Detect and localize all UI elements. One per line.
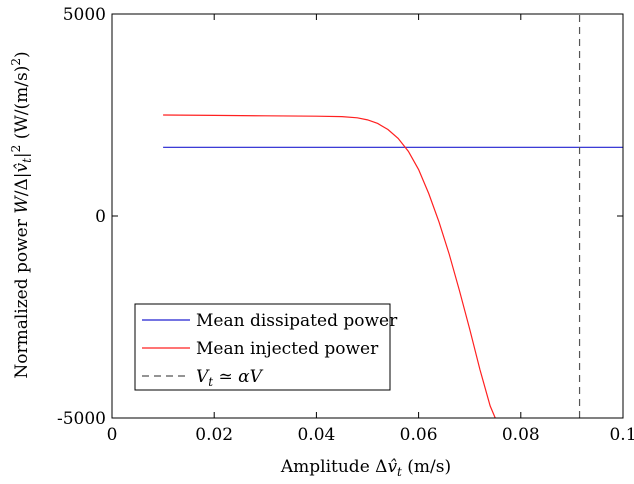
legend-label-dissipated: Mean dissipated power: [196, 311, 398, 331]
x-axis-label: Amplitude Δv̂t (m/s): [280, 457, 451, 479]
y-tick-label: 5000: [63, 5, 106, 25]
legend-label-threshold: Vt ≃ αV: [196, 367, 264, 389]
plot-layer: [163, 14, 623, 418]
legend-label-injected: Mean injected power: [196, 339, 379, 359]
x-tick-label: 0.04: [297, 425, 335, 445]
x-tick-label: 0: [107, 425, 118, 445]
x-tick-label: 0.02: [195, 425, 233, 445]
x-tick-label: 0.1: [609, 425, 634, 445]
y-tick-label: -5000: [57, 409, 106, 429]
x-tick-label: 0.08: [502, 425, 540, 445]
legend: Mean dissipated power Mean injected powe…: [134, 303, 398, 391]
series-line-1: [163, 114, 496, 418]
legend-box: [134, 303, 391, 391]
y-axis-label: Normalized power W/Δ|v̂t|2 (W/(m/s)2): [9, 51, 34, 378]
y-tick-label: 0: [95, 207, 106, 227]
x-tick-label: 0.06: [400, 425, 438, 445]
